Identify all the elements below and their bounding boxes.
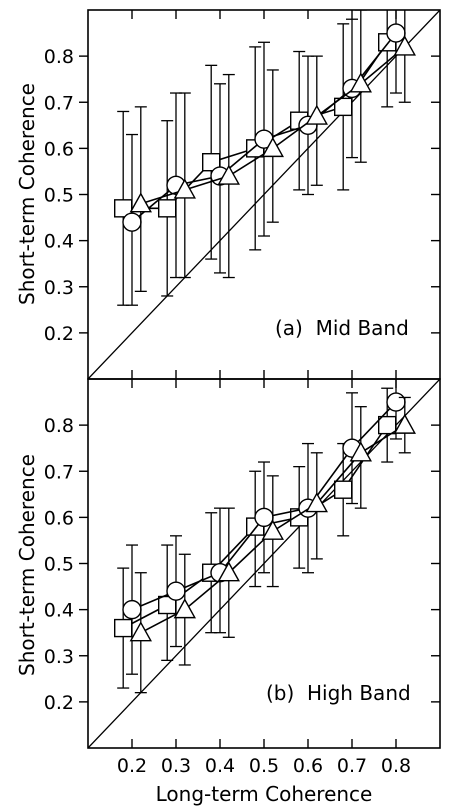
y-axis-title: Short-term Coherence bbox=[15, 454, 39, 676]
triangle-marker bbox=[217, 164, 240, 185]
x-tick-label: 0.5 bbox=[249, 755, 279, 777]
square-marker bbox=[334, 480, 353, 499]
x-axis-title: Long-term Coherence bbox=[156, 782, 373, 806]
y-tick-label: 0.7 bbox=[44, 92, 74, 114]
square-marker bbox=[378, 415, 397, 435]
x-tick-label: 0.4 bbox=[205, 755, 235, 777]
x-tick-label: 0.7 bbox=[337, 755, 367, 777]
triangle-marker bbox=[393, 35, 416, 56]
y-tick-label: 0.4 bbox=[44, 600, 74, 622]
circle-marker bbox=[254, 507, 274, 528]
y-tick-label: 0.6 bbox=[44, 138, 74, 160]
y-tick-label: 0.2 bbox=[44, 692, 74, 714]
triangle-marker bbox=[349, 72, 372, 93]
y-tick-label: 0.5 bbox=[44, 185, 74, 207]
triangle-marker bbox=[129, 192, 152, 213]
circle-marker bbox=[386, 392, 406, 412]
square-marker bbox=[157, 199, 177, 218]
y-axis-title: Short-term Coherence bbox=[15, 83, 39, 305]
triangle-marker bbox=[173, 178, 196, 199]
triangle-marker bbox=[349, 441, 372, 462]
circle-marker bbox=[166, 581, 186, 601]
panel-label: (a) Mid Band bbox=[275, 316, 409, 340]
x-tick-label: 0.6 bbox=[293, 755, 323, 777]
square-marker bbox=[113, 618, 133, 638]
y-tick-label: 0.4 bbox=[44, 231, 74, 253]
circle-marker bbox=[122, 212, 142, 232]
triangle-marker bbox=[393, 413, 416, 434]
y-tick-label: 0.3 bbox=[44, 646, 74, 668]
y-tick-label: 0.6 bbox=[44, 507, 74, 529]
y-tick-label: 0.8 bbox=[44, 415, 74, 437]
x-tick-label: 0.8 bbox=[381, 755, 411, 777]
y-tick-label: 0.2 bbox=[44, 323, 74, 345]
triangle-marker bbox=[129, 621, 152, 642]
triangle-marker bbox=[261, 519, 284, 540]
y-tick-label: 0.7 bbox=[44, 461, 74, 483]
triangle-marker bbox=[217, 561, 240, 582]
panel-high-band: 0.2 0.3 0.4 0.5 0.6 0.7 0.8 0.2 0.3 0.4 0.5 0.6 0.7 0… bbox=[15, 378, 441, 806]
circle-marker bbox=[386, 23, 406, 43]
panel-mid-band: 0.2 0.3 0.4 0.5 0.6 0.7 0.8 (a) Mid Band Short… bbox=[15, 9, 441, 380]
triangle-marker bbox=[173, 598, 196, 619]
triangle-marker bbox=[305, 104, 328, 125]
y-tick-label: 0.8 bbox=[44, 46, 74, 68]
triangle-marker bbox=[261, 136, 284, 158]
panel-label: (b) High Band bbox=[266, 681, 411, 705]
triangle-marker bbox=[305, 492, 328, 513]
circle-marker bbox=[122, 599, 142, 620]
x-tick-label: 0.2 bbox=[117, 755, 147, 777]
y-tick-label: 0.3 bbox=[44, 277, 74, 299]
y-tick-label: 0.5 bbox=[44, 554, 74, 576]
x-tick-label: 0.3 bbox=[161, 755, 191, 777]
